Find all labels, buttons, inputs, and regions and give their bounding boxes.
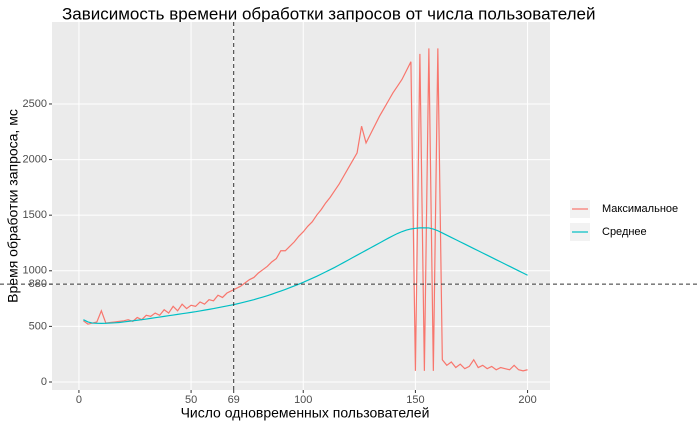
- y-axis-label: Время обработки запроса, мс: [5, 109, 21, 303]
- series-line: [83, 48, 528, 372]
- panel: [52, 22, 550, 390]
- x-tick-label: 50: [185, 394, 197, 406]
- y-tick-label: 500: [29, 320, 47, 332]
- x-tick-label: 200: [518, 394, 536, 406]
- y-tick-label: 0: [41, 376, 47, 388]
- series-line: [83, 227, 528, 324]
- x-tick-label: 150: [406, 394, 424, 406]
- x-tick-label: 69: [228, 394, 240, 406]
- y-tick-label: 1000: [23, 265, 47, 277]
- x-tick-label: 0: [76, 394, 82, 406]
- legend-label: Среднее: [602, 226, 647, 238]
- chart-title: Зависимость времени обработки запросов о…: [62, 4, 596, 23]
- legend-label: Максимальное: [602, 203, 678, 215]
- y-tick-label: 1500: [23, 209, 47, 221]
- x-tick-label: 100: [294, 394, 312, 406]
- x-axis-label: Число одновременных пользователей: [181, 405, 430, 421]
- y-tick-label: 2000: [23, 153, 47, 165]
- y-tick-label: 2500: [23, 98, 47, 110]
